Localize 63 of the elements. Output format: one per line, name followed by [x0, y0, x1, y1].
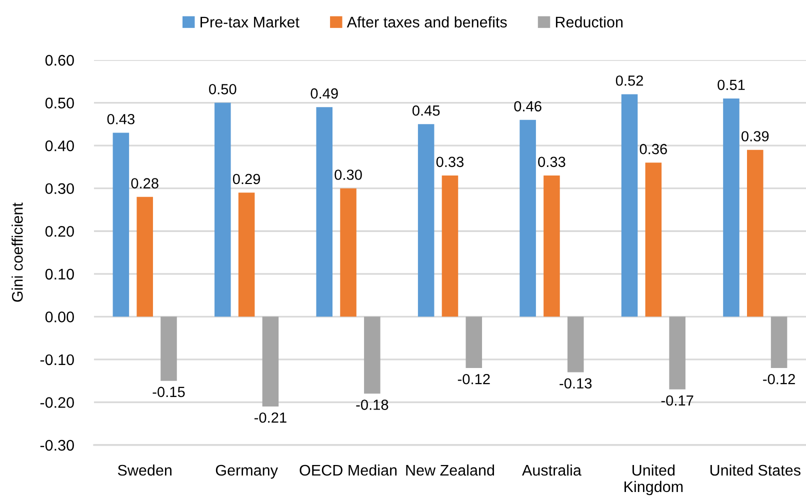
data-label: 0.36 [640, 144, 667, 154]
bar [723, 98, 740, 317]
legend-label: Pre-tax Market [200, 16, 300, 28]
data-label: 0.50 [209, 84, 236, 94]
data-label: 0.43 [107, 114, 134, 124]
bar [567, 316, 584, 372]
y-axis-title: Gini coefficient [12, 202, 23, 302]
data-label: 0.30 [334, 170, 362, 180]
y-tick-label: -0.30 [40, 440, 74, 451]
bar [770, 316, 788, 368]
data-label: -0.13 [560, 378, 592, 389]
x-tick-label: Australia [522, 464, 582, 476]
bar [645, 162, 662, 317]
x-tick-label: OECD Median [300, 464, 397, 476]
y-tick-label: 0.10 [45, 268, 74, 280]
data-label: 0.45 [412, 105, 440, 116]
legend-label: Reduction [556, 16, 623, 28]
data-label: 0.28 [131, 178, 158, 188]
data-label: 0.49 [310, 88, 338, 99]
y-tick-label: 0.40 [45, 140, 74, 152]
data-label: -0.15 [152, 386, 185, 398]
data-label: -0.21 [254, 412, 286, 423]
data-label: -0.17 [661, 395, 694, 406]
bar [466, 316, 482, 368]
y-tick-label: 0.30 [45, 183, 74, 194]
data-label: 0.51 [718, 80, 745, 90]
bar [238, 192, 255, 317]
bar [136, 196, 153, 317]
data-label: 0.33 [436, 156, 464, 168]
data-label: 0.52 [616, 75, 643, 86]
bar [621, 94, 638, 317]
bar [340, 188, 356, 317]
data-label: 0.46 [514, 101, 542, 112]
bar [442, 176, 458, 317]
y-tick-label: -0.20 [40, 397, 74, 408]
x-tick-label: Germany [216, 464, 278, 479]
bar [160, 316, 177, 381]
x-tick-label: United States [710, 464, 800, 476]
bar [669, 316, 686, 390]
data-label: 0.29 [232, 174, 260, 184]
bar [364, 316, 380, 394]
y-tick-label: 0.00 [45, 312, 74, 322]
y-tick-label: 0.50 [45, 98, 74, 108]
data-label: -0.12 [458, 374, 490, 384]
x-tick-label: Sweden [118, 464, 172, 476]
bar [544, 176, 560, 317]
bar [747, 150, 764, 317]
data-label: -0.12 [763, 374, 795, 384]
legend-label: After taxes and benefits [346, 16, 507, 28]
x-tick-label: New Zealand [406, 464, 494, 476]
y-tick-label: 0.20 [45, 226, 74, 237]
y-tick-label: 0.60 [45, 54, 74, 66]
x-tick-label: United Kingdom [624, 464, 683, 496]
data-label: 0.33 [538, 156, 566, 168]
data-label: 0.39 [742, 131, 769, 142]
bar [214, 102, 231, 317]
bar [520, 120, 536, 317]
bar [112, 132, 130, 317]
data-label: -0.18 [356, 400, 388, 410]
bar [316, 107, 333, 317]
bar [262, 316, 279, 407]
y-tick-label: -0.10 [40, 354, 74, 366]
bar [418, 124, 434, 317]
